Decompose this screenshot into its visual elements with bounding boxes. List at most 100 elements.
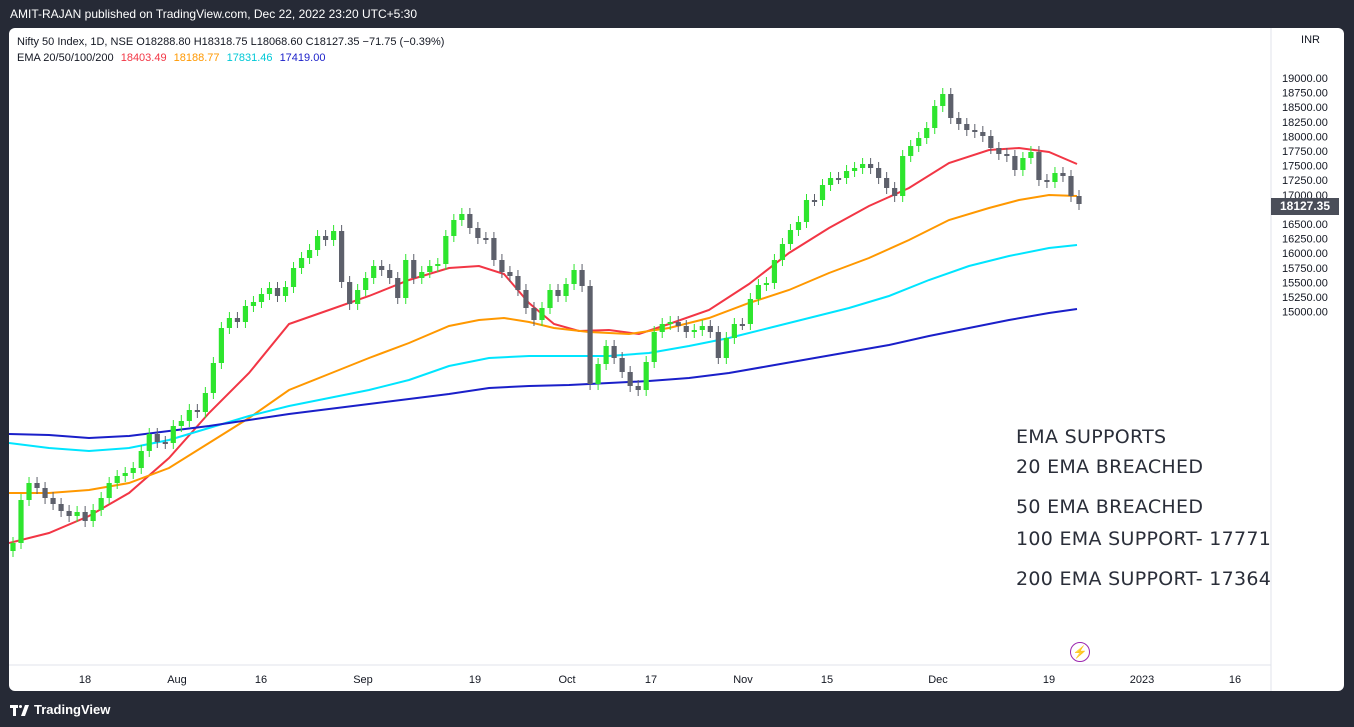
candle[interactable]	[443, 236, 449, 264]
candle[interactable]	[250, 302, 257, 306]
candle[interactable]	[940, 94, 946, 106]
candle[interactable]	[651, 332, 657, 362]
candle[interactable]	[892, 188, 898, 196]
candle[interactable]	[499, 260, 505, 272]
candle[interactable]	[835, 178, 842, 180]
candle[interactable]	[699, 326, 705, 330]
candle[interactable]	[395, 278, 401, 298]
ema-legend[interactable]: EMA 20/50/100/200 18403.49 18188.77 1783…	[17, 50, 444, 66]
candle[interactable]	[916, 138, 922, 146]
footer-brand[interactable]: TradingView	[10, 698, 110, 722]
candle[interactable]	[274, 288, 281, 296]
candle[interactable]	[1004, 154, 1010, 156]
candle[interactable]	[932, 106, 938, 128]
candle[interactable]	[202, 393, 208, 412]
candle[interactable]	[282, 287, 289, 296]
candle[interactable]	[859, 164, 866, 168]
candle[interactable]	[619, 358, 625, 372]
candle[interactable]	[491, 238, 497, 260]
chart-panel[interactable]: 19000.00 18750.00 18500.00 18250.00 18000.00…	[9, 28, 1344, 691]
candle[interactable]	[876, 168, 882, 178]
candle[interactable]	[298, 258, 305, 268]
candle[interactable]	[908, 146, 914, 156]
candle[interactable]	[659, 324, 665, 332]
candle[interactable]	[803, 200, 810, 222]
candle[interactable]	[451, 220, 457, 236]
candle[interactable]	[683, 326, 689, 332]
candle[interactable]	[1036, 152, 1042, 180]
candle[interactable]	[523, 290, 529, 308]
candle[interactable]	[771, 260, 778, 283]
candle[interactable]	[306, 250, 313, 258]
candle[interactable]	[106, 483, 112, 498]
candle[interactable]	[483, 238, 489, 240]
candle[interactable]	[1068, 176, 1074, 196]
candle[interactable]	[314, 236, 321, 250]
candle[interactable]	[26, 483, 32, 500]
candle[interactable]	[819, 185, 826, 200]
candle[interactable]	[355, 290, 361, 304]
candle[interactable]	[635, 386, 641, 390]
candle[interactable]	[988, 136, 994, 148]
candle[interactable]	[90, 510, 96, 521]
candle[interactable]	[787, 230, 794, 244]
candle[interactable]	[595, 364, 601, 384]
candle[interactable]	[948, 94, 954, 118]
candle[interactable]	[50, 498, 56, 504]
candle[interactable]	[459, 214, 465, 220]
candle[interactable]	[731, 324, 737, 338]
candle[interactable]	[515, 276, 521, 290]
candle[interactable]	[884, 178, 890, 188]
candle[interactable]	[851, 168, 858, 171]
candle[interactable]	[411, 260, 417, 278]
candle[interactable]	[1076, 196, 1082, 204]
candle[interactable]	[162, 442, 168, 444]
candle[interactable]	[579, 270, 585, 286]
candle[interactable]	[539, 308, 545, 320]
candle[interactable]	[555, 290, 561, 296]
candle[interactable]	[707, 326, 713, 332]
candle[interactable]	[146, 434, 152, 451]
candle[interactable]	[371, 266, 377, 278]
candle[interactable]	[66, 511, 72, 516]
candle[interactable]	[996, 148, 1002, 154]
candle[interactable]	[643, 362, 649, 390]
candle[interactable]	[10, 543, 16, 551]
candle[interactable]	[507, 272, 513, 276]
candle[interactable]	[58, 504, 64, 511]
candle[interactable]	[667, 322, 673, 324]
candle[interactable]	[74, 512, 80, 516]
candle[interactable]	[691, 330, 697, 332]
candle[interactable]	[475, 228, 481, 238]
candle[interactable]	[827, 178, 834, 185]
candle[interactable]	[795, 222, 802, 230]
candle[interactable]	[627, 372, 633, 386]
candle[interactable]	[138, 451, 144, 468]
candle[interactable]	[571, 270, 577, 284]
candle[interactable]	[290, 268, 297, 287]
candle[interactable]	[387, 270, 393, 278]
candle[interactable]	[178, 421, 184, 426]
candle[interactable]	[210, 363, 216, 393]
candle[interactable]	[868, 164, 874, 168]
candle[interactable]	[843, 171, 850, 178]
price-chart[interactable]: 19000.00 18750.00 18500.00 18250.00 18000.00…	[9, 28, 1344, 691]
candle[interactable]	[563, 284, 569, 296]
candle[interactable]	[34, 483, 40, 488]
candle[interactable]	[331, 231, 337, 240]
candle[interactable]	[242, 306, 249, 322]
candle[interactable]	[258, 294, 265, 302]
candle[interactable]	[347, 282, 353, 304]
candle[interactable]	[900, 156, 906, 196]
candle[interactable]	[964, 124, 970, 130]
candle[interactable]	[675, 322, 681, 326]
candle[interactable]	[467, 214, 473, 228]
candle[interactable]	[427, 266, 433, 272]
candle[interactable]	[82, 512, 88, 521]
candle[interactable]	[226, 318, 233, 328]
candle[interactable]	[924, 128, 930, 138]
candle[interactable]	[763, 283, 770, 285]
candle[interactable]	[170, 426, 176, 443]
candle[interactable]	[322, 236, 329, 240]
candle[interactable]	[42, 488, 48, 498]
